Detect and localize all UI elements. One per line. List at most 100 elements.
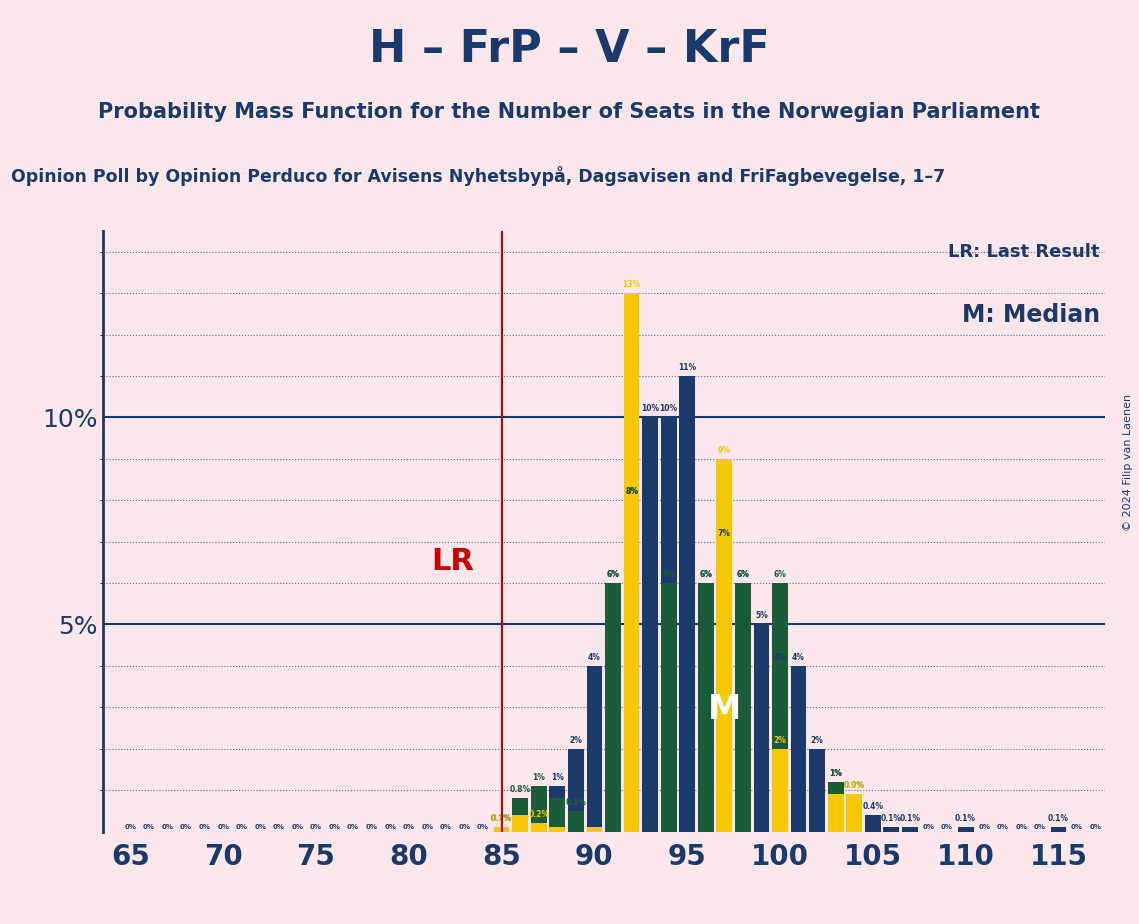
- Bar: [865, 815, 880, 832]
- Bar: [587, 828, 603, 832]
- Bar: [568, 811, 583, 832]
- Text: 0%: 0%: [477, 824, 489, 831]
- Bar: [513, 798, 528, 832]
- Text: 0%: 0%: [459, 824, 470, 831]
- Text: 6%: 6%: [737, 570, 749, 579]
- Bar: [605, 583, 621, 832]
- Bar: [493, 828, 509, 832]
- Bar: [772, 666, 788, 832]
- Text: 0.1%: 0.1%: [1048, 814, 1068, 823]
- Text: 6%: 6%: [606, 570, 620, 579]
- Text: 2%: 2%: [811, 736, 823, 745]
- Text: 0.4%: 0.4%: [862, 802, 884, 811]
- Text: 0%: 0%: [124, 824, 137, 831]
- Text: M: M: [707, 693, 741, 726]
- Text: 7%: 7%: [718, 529, 731, 538]
- Bar: [846, 798, 862, 832]
- Text: Opinion Poll by Opinion Perduco for Avisens Nyhetsbyрå, Dagsavisen and FriFagbev: Opinion Poll by Opinion Perduco for Avis…: [11, 166, 945, 187]
- Bar: [661, 583, 677, 832]
- Bar: [642, 418, 658, 832]
- Bar: [698, 583, 714, 832]
- Bar: [661, 418, 677, 832]
- Text: 0%: 0%: [236, 824, 247, 831]
- Text: 4%: 4%: [792, 652, 805, 662]
- Bar: [716, 459, 732, 832]
- Text: 0%: 0%: [366, 824, 378, 831]
- Text: M: Median: M: Median: [961, 303, 1100, 327]
- Bar: [679, 376, 695, 832]
- Bar: [513, 815, 528, 832]
- Bar: [513, 811, 528, 832]
- Bar: [1050, 828, 1066, 832]
- Text: 0.1%: 0.1%: [900, 814, 920, 823]
- Bar: [772, 583, 788, 832]
- Text: 0.1%: 0.1%: [880, 814, 902, 823]
- Bar: [828, 782, 844, 832]
- Text: 6%: 6%: [737, 570, 749, 579]
- Text: 0%: 0%: [997, 824, 1009, 831]
- Bar: [828, 795, 844, 832]
- Text: Probability Mass Function for the Number of Seats in the Norwegian Parliament: Probability Mass Function for the Number…: [98, 102, 1041, 122]
- Bar: [549, 828, 565, 832]
- Text: 0%: 0%: [292, 824, 303, 831]
- Text: 0%: 0%: [403, 824, 415, 831]
- Text: 0%: 0%: [180, 824, 192, 831]
- Text: 0%: 0%: [254, 824, 267, 831]
- Text: © 2024 Filip van Laenen: © 2024 Filip van Laenen: [1123, 394, 1132, 530]
- Bar: [624, 500, 639, 832]
- Bar: [846, 795, 862, 832]
- Bar: [531, 823, 547, 832]
- Bar: [716, 541, 732, 832]
- Text: 8%: 8%: [625, 487, 638, 496]
- Text: 0%: 0%: [440, 824, 452, 831]
- Bar: [531, 798, 547, 832]
- Text: 6%: 6%: [662, 570, 675, 579]
- Text: 0%: 0%: [384, 824, 396, 831]
- Text: 8%: 8%: [625, 487, 638, 496]
- Text: 0%: 0%: [1071, 824, 1083, 831]
- Text: 0.1%: 0.1%: [491, 814, 513, 823]
- Bar: [698, 583, 714, 832]
- Text: 4%: 4%: [773, 652, 786, 662]
- Text: 1%: 1%: [551, 772, 564, 782]
- Text: 6%: 6%: [699, 570, 712, 579]
- Bar: [846, 795, 862, 832]
- Bar: [828, 782, 844, 832]
- Bar: [790, 666, 806, 832]
- Text: 1%: 1%: [532, 772, 546, 782]
- Text: 0%: 0%: [347, 824, 359, 831]
- Text: 0.9%: 0.9%: [844, 781, 865, 790]
- Bar: [568, 748, 583, 832]
- Text: 0%: 0%: [978, 824, 990, 831]
- Text: 10%: 10%: [659, 405, 678, 413]
- Text: 6%: 6%: [773, 570, 786, 579]
- Bar: [958, 828, 974, 832]
- Text: H – FrP – V – KrF: H – FrP – V – KrF: [369, 28, 770, 71]
- Text: 1%: 1%: [829, 769, 842, 778]
- Bar: [772, 748, 788, 832]
- Bar: [902, 828, 918, 832]
- Text: 9%: 9%: [718, 445, 731, 455]
- Text: 0%: 0%: [923, 824, 934, 831]
- Text: 0.8%: 0.8%: [509, 785, 531, 795]
- Bar: [549, 798, 565, 832]
- Text: 2%: 2%: [773, 736, 786, 745]
- Text: 0.9%: 0.9%: [844, 781, 865, 790]
- Text: 0%: 0%: [421, 824, 433, 831]
- Text: 0%: 0%: [273, 824, 285, 831]
- Text: 11%: 11%: [678, 363, 696, 371]
- Text: 2%: 2%: [570, 736, 582, 745]
- Text: 0%: 0%: [142, 824, 155, 831]
- Bar: [624, 500, 639, 832]
- Bar: [493, 828, 509, 832]
- Text: 1%: 1%: [829, 769, 842, 778]
- Bar: [735, 583, 751, 832]
- Text: 0%: 0%: [941, 824, 953, 831]
- Text: 0.5%: 0.5%: [565, 797, 587, 807]
- Text: 0%: 0%: [1090, 824, 1101, 831]
- Text: 0.1%: 0.1%: [956, 814, 976, 823]
- Text: 10%: 10%: [641, 405, 659, 413]
- Text: 0%: 0%: [328, 824, 341, 831]
- Text: 0%: 0%: [218, 824, 229, 831]
- Text: 0.1%: 0.1%: [491, 814, 513, 823]
